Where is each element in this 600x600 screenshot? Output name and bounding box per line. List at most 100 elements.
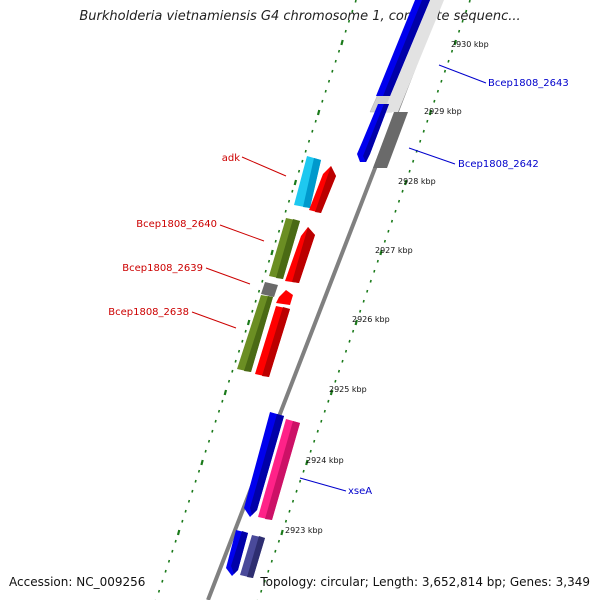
kbp-label-2925: 2925 kbp — [329, 385, 367, 394]
label-bcep2642[interactable]: Bcep1808_2642 — [458, 159, 539, 170]
ruler-tick — [354, 319, 358, 326]
ruler-tick — [331, 69, 334, 73]
ruler-tick — [313, 439, 316, 443]
ruler-tick — [383, 239, 386, 243]
ruler-tick — [327, 79, 331, 83]
callout-line-bcep2640 — [219, 224, 265, 242]
ruler-tick — [450, 49, 454, 53]
ruler-tick — [254, 299, 257, 303]
ruler-tick — [277, 229, 281, 233]
gene-bcep2643-shade — [383, 0, 430, 96]
ruler-tick — [277, 539, 280, 543]
ruler-tick — [447, 59, 450, 63]
ruler-tick — [257, 289, 261, 293]
ruler-tick — [274, 549, 277, 553]
ruler-tick — [204, 449, 207, 453]
ruler-tick — [316, 429, 319, 433]
kbp-label-2924: 2924 kbp — [306, 456, 344, 465]
ruler-tick — [351, 9, 354, 13]
ruler-tick — [227, 379, 231, 383]
callout-line-bcep2643 — [438, 64, 487, 84]
callout-line-bcep2642 — [408, 147, 456, 165]
gene-bcep2643-light-right[interactable] — [384, 0, 444, 112]
ruler-tick — [305, 459, 309, 466]
ruler-tick — [376, 259, 379, 263]
gene-bcep2642-gray[interactable] — [373, 112, 408, 168]
ruler-tick — [221, 399, 224, 403]
ruler-tick — [171, 549, 174, 553]
ruler-tick — [291, 499, 295, 503]
ruler-tick — [302, 469, 305, 473]
ruler-tick — [340, 39, 344, 46]
ruler-tick — [397, 199, 401, 203]
label-bcep2643[interactable]: Bcep1808_2643 — [488, 78, 569, 89]
gene-bcep2640-shade — [276, 219, 300, 279]
ruler-tick — [284, 209, 287, 213]
ruler-tick — [191, 489, 194, 493]
ruler-tick — [288, 509, 291, 513]
ruler-tick — [234, 359, 237, 363]
ruler-tick — [214, 419, 217, 423]
ruler-tick — [270, 559, 273, 563]
callout-line-adk — [241, 156, 287, 177]
ruler-tick — [453, 39, 457, 46]
ruler-tick — [465, 9, 468, 13]
gene-bcep2639-arrow[interactable] — [276, 290, 293, 305]
kbp-label-2927: 2927 kbp — [375, 246, 413, 255]
ruler-tick — [329, 389, 334, 396]
callout-line-bcep2639 — [205, 267, 251, 285]
ruler-tick — [284, 519, 288, 523]
ruler-tick — [251, 309, 254, 313]
ruler-tick — [366, 289, 369, 293]
kbp-label-2923: 2923 kbp — [285, 526, 323, 535]
ruler-tick — [344, 29, 347, 33]
topology-summary: Topology: circular; Length: 3,652,814 bp… — [260, 575, 590, 589]
ruler-tick — [443, 69, 447, 73]
label-bcep2639[interactable]: Bcep1808_2639 — [122, 263, 203, 274]
ruler-tick — [267, 259, 271, 263]
ruler-tick — [412, 159, 415, 163]
kbp-label-2928: 2928 kbp — [398, 177, 436, 186]
ruler-tick — [337, 49, 341, 53]
ruler-tick — [161, 579, 164, 583]
ruler-tick — [200, 459, 204, 466]
ruler-tick — [394, 209, 397, 213]
ruler-tick — [263, 579, 266, 583]
ruler-tick — [419, 139, 422, 143]
kbp-ruler-ticks — [154, 0, 471, 600]
ruler-tick — [297, 169, 301, 173]
label-bcep2638[interactable]: Bcep1808_2638 — [108, 307, 189, 318]
ruler-tick — [337, 369, 341, 373]
ruler-tick — [301, 159, 304, 163]
ruler-tick — [291, 189, 294, 193]
ruler-tick — [436, 89, 439, 93]
ruler-tick — [327, 399, 330, 403]
label-adk[interactable]: adk — [222, 153, 240, 164]
gene-xseA-shade — [265, 421, 300, 520]
label-xseA[interactable]: xseA — [348, 486, 372, 497]
ruler-tick — [321, 99, 324, 103]
gene-bcep2638-arrow-shade — [262, 307, 290, 377]
callout-line-bcep2638 — [191, 311, 237, 329]
ruler-tick — [176, 529, 181, 536]
ruler-tick — [299, 479, 302, 483]
ruler-tick — [373, 269, 376, 273]
ruler-tick — [354, 0, 357, 3]
ruler-tick — [181, 519, 184, 523]
ruler-tick — [211, 429, 214, 433]
ruler-tick — [295, 489, 298, 493]
label-bcep2640[interactable]: Bcep1808_2640 — [136, 219, 217, 230]
gene-bcep2639-gray[interactable] — [261, 282, 278, 297]
ruler-tick — [197, 469, 201, 473]
ruler-tick — [293, 179, 298, 186]
ruler-tick — [281, 219, 284, 223]
ruler-tick — [304, 149, 307, 153]
ruler-tick — [187, 499, 191, 503]
ruler-tick — [458, 29, 461, 33]
ruler-tick — [194, 479, 197, 483]
ruler-tick — [334, 379, 337, 383]
ruler-tick — [362, 299, 365, 303]
ruler-tick — [334, 59, 337, 63]
gene-navy-bottom-shade — [247, 536, 265, 578]
